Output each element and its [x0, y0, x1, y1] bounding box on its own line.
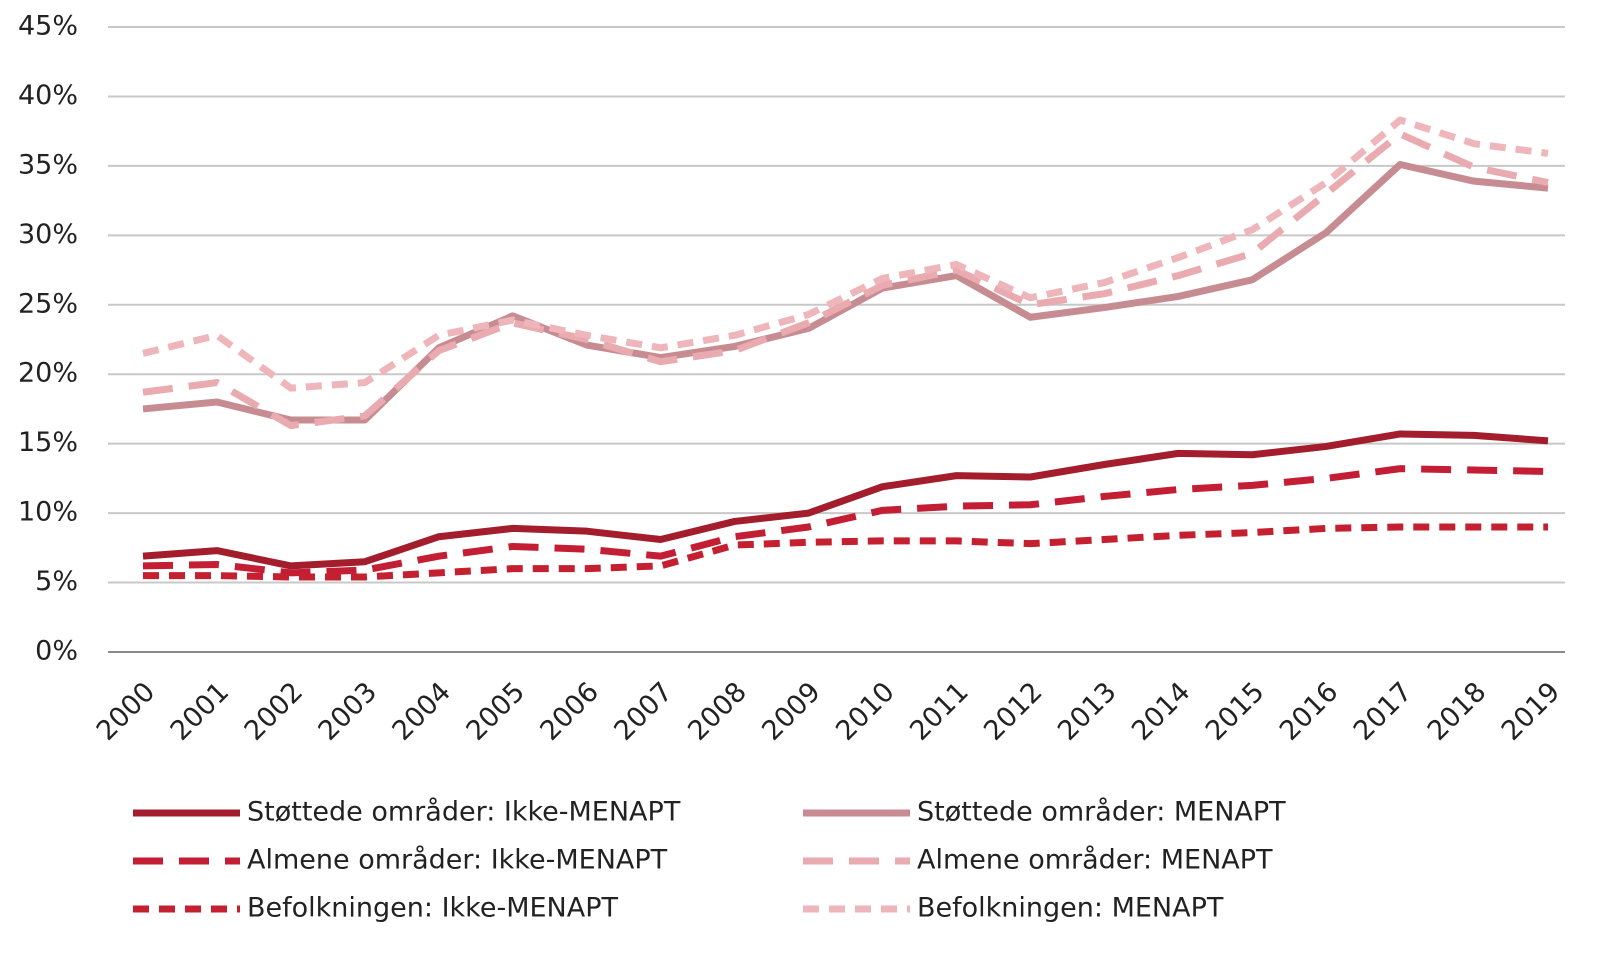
x-tick-label: 2010	[830, 676, 901, 747]
y-tick-label: 5%	[35, 566, 78, 597]
x-tick-label: 2003	[313, 676, 384, 747]
x-tick-label: 2008	[682, 676, 753, 747]
x-tick-label: 2017	[1348, 676, 1419, 747]
y-tick-label: 10%	[18, 497, 78, 528]
x-tick-label: 2011	[904, 676, 975, 747]
y-tick-label: 15%	[18, 427, 78, 458]
x-tick-label: 2000	[91, 676, 162, 747]
series-line	[142, 465, 1549, 577]
y-tick-label: 40%	[18, 80, 78, 111]
y-tick-label: 20%	[18, 358, 78, 389]
x-tick-label: 2006	[534, 676, 605, 747]
series-line	[142, 161, 1549, 424]
y-tick-label: 30%	[18, 219, 78, 250]
legend-label: Støttede områder: Ikke-MENAPT	[247, 797, 681, 828]
x-tick-label: 2015	[1200, 676, 1271, 747]
legend-label: Almene områder: MENAPT	[917, 845, 1273, 876]
x-tick-label: 2018	[1422, 676, 1493, 747]
series-line	[143, 523, 1548, 581]
x-tick-label: 2014	[1126, 676, 1197, 747]
x-tick-label: 2001	[165, 676, 236, 747]
x-tick-label: 2019	[1496, 676, 1567, 747]
y-tick-label: 35%	[18, 149, 78, 180]
y-tick-label: 0%	[35, 636, 78, 667]
x-tick-label: 2009	[756, 676, 827, 747]
x-tick-label: 2004	[387, 676, 458, 747]
x-tick-label: 2002	[239, 676, 310, 747]
x-tick-label: 2016	[1274, 676, 1345, 747]
x-tick-label: 2013	[1052, 676, 1123, 747]
x-tick-label: 2012	[978, 676, 1049, 747]
y-tick-label: 45%	[18, 11, 78, 42]
y-tick-label: 25%	[18, 288, 78, 319]
x-tick-label: 2005	[460, 676, 531, 747]
legend-label: Støttede områder: MENAPT	[917, 797, 1286, 828]
legend-label: Befolkningen: MENAPT	[917, 893, 1224, 924]
legend-label: Almene områder: Ikke-MENAPT	[247, 845, 668, 876]
legend-label: Befolkningen: Ikke-MENAPT	[247, 893, 618, 924]
series-line	[142, 130, 1549, 430]
series-line	[142, 430, 1549, 570]
x-tick-label: 2007	[608, 676, 679, 747]
series-line	[142, 116, 1549, 392]
